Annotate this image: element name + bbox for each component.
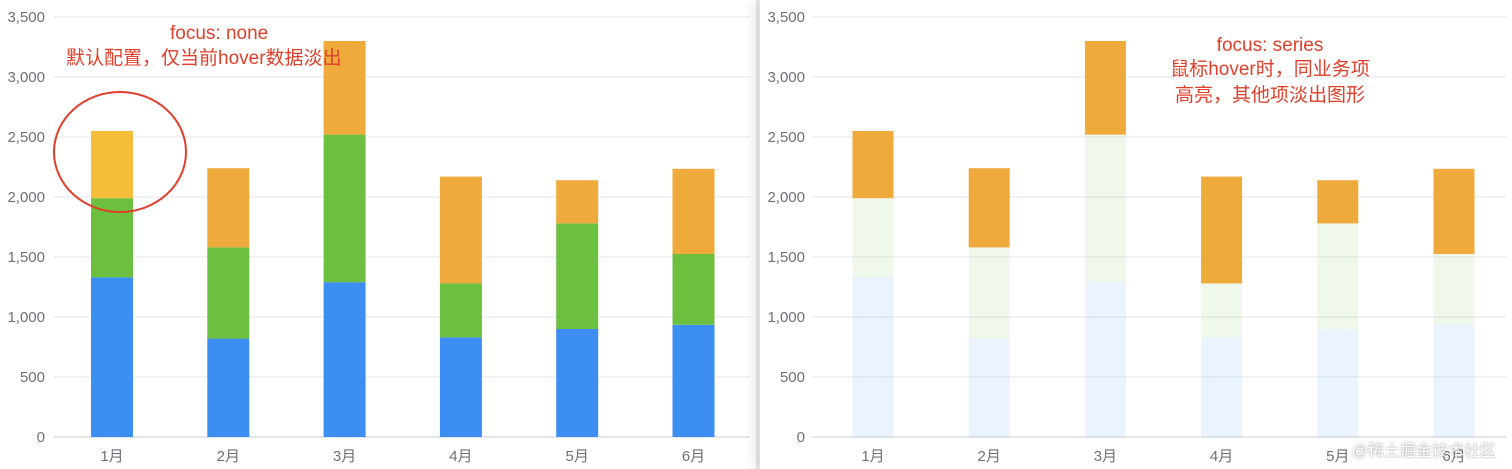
- annotation-right-title: focus: series: [1216, 35, 1324, 56]
- bar-segment[interactable]: [968, 168, 1010, 248]
- stacked-bar-chart-right: 0 500 1,000 1,500 2,000 2,500 3,000 3,500 1月 2月 3月…: [767, 9, 1506, 465]
- y-tick-label: 2,500: [767, 129, 805, 146]
- bar-segment[interactable]: [207, 338, 250, 437]
- annotation-right-line2: 高亮，其他项淡出图形: [1174, 85, 1365, 106]
- bar-segment[interactable]: [852, 277, 894, 437]
- x-tick-label: 2月: [978, 448, 1001, 465]
- bar-segment[interactable]: [207, 247, 250, 339]
- bar-segment[interactable]: [91, 131, 133, 199]
- bar-segment[interactable]: [852, 198, 894, 278]
- panel-divider: [756, 0, 762, 469]
- bar-segment[interactable]: [91, 198, 133, 278]
- y-tick-label: 0: [797, 429, 805, 446]
- bar-segment[interactable]: [439, 176, 482, 284]
- bar-segment[interactable]: [968, 338, 1010, 437]
- bar-segment[interactable]: [323, 282, 366, 437]
- x-tick-label: 3月: [333, 448, 356, 465]
- x-tick-label: 4月: [1210, 448, 1233, 465]
- bar-segment[interactable]: [556, 329, 599, 437]
- annotation-left-title: focus: none: [170, 23, 269, 44]
- bar-segment[interactable]: [672, 324, 715, 437]
- bar-segment[interactable]: [323, 41, 366, 135]
- bar-segment[interactable]: [556, 223, 599, 329]
- bar-segment[interactable]: [1201, 176, 1243, 284]
- y-tick-label: 1,500: [767, 249, 805, 266]
- bar-segment[interactable]: [672, 254, 715, 325]
- chart-panel-focus-series: 0 500 1,000 1,500 2,000 2,500 3,000 3,500 1月 2月 3月…: [760, 0, 1512, 469]
- x-tick-label: 6月: [1442, 448, 1465, 465]
- bar-segment[interactable]: [207, 168, 250, 248]
- bar-segment[interactable]: [1317, 180, 1359, 224]
- watermark-text: @稀土掘金技术社区: [1351, 443, 1496, 460]
- bar-segment[interactable]: [1084, 41, 1126, 135]
- y-tick-label: 3,500: [767, 9, 805, 26]
- bar-segment[interactable]: [1433, 254, 1475, 325]
- annotation-left-desc: 默认配置，仅当前hover数据淡出: [66, 48, 342, 69]
- y-tick-label: 2,000: [767, 189, 805, 206]
- chart-panel-focus-none: 0 500 1,000 1,500 2,000 2,500 3,000 3,500 1月 2月 3月…: [7, 9, 750, 465]
- bar-segment[interactable]: [1084, 282, 1126, 437]
- bar-segment[interactable]: [91, 277, 133, 437]
- y-tick-label: 2,500: [7, 129, 45, 146]
- y-tick-label: 1,000: [767, 309, 805, 326]
- y-tick-label: 500: [20, 369, 45, 386]
- bar-segment[interactable]: [323, 134, 366, 283]
- x-tick-label: 5月: [1326, 448, 1349, 465]
- bar-segment[interactable]: [1317, 223, 1359, 329]
- x-tick-label: 5月: [566, 448, 589, 465]
- bar-segment[interactable]: [672, 168, 715, 254]
- annotation-right-line1: 鼠标hover时，同业务项: [1170, 59, 1370, 80]
- bar-segment[interactable]: [1433, 324, 1475, 437]
- x-tick-label: 1月: [861, 448, 884, 465]
- y-tick-label: 1,500: [7, 249, 45, 266]
- x-tick-label: 2月: [217, 448, 240, 465]
- y-tick-label: 3,000: [767, 69, 805, 86]
- x-tick-label: 4月: [449, 448, 472, 465]
- x-tick-label: 1月: [100, 448, 123, 465]
- y-tick-label: 3,000: [7, 69, 45, 86]
- stacked-bar-chart-left: 0 500 1,000 1,500 2,000 2,500 3,000 3,500 1月 2月 3月…: [7, 9, 750, 465]
- highlight-circle: [53, 91, 187, 213]
- bar-segment[interactable]: [1201, 337, 1243, 437]
- bar-segment[interactable]: [439, 337, 482, 437]
- x-tick-label: 3月: [1094, 448, 1117, 465]
- bar-segment[interactable]: [1433, 168, 1475, 254]
- y-tick-label: 2,000: [7, 189, 45, 206]
- bar-segment[interactable]: [1201, 283, 1243, 338]
- y-tick-label: 0: [37, 429, 45, 446]
- bar-segment[interactable]: [852, 131, 894, 199]
- y-tick-label: 3,500: [7, 9, 45, 26]
- bar-segment[interactable]: [968, 247, 1010, 339]
- bar-segment[interactable]: [1317, 329, 1359, 437]
- x-tick-label: 6月: [682, 448, 705, 465]
- bar-segment[interactable]: [556, 180, 599, 224]
- bar-segment[interactable]: [439, 283, 482, 338]
- bar-segment[interactable]: [1084, 134, 1126, 283]
- y-tick-label: 1,000: [7, 309, 45, 326]
- y-tick-label: 500: [780, 369, 805, 386]
